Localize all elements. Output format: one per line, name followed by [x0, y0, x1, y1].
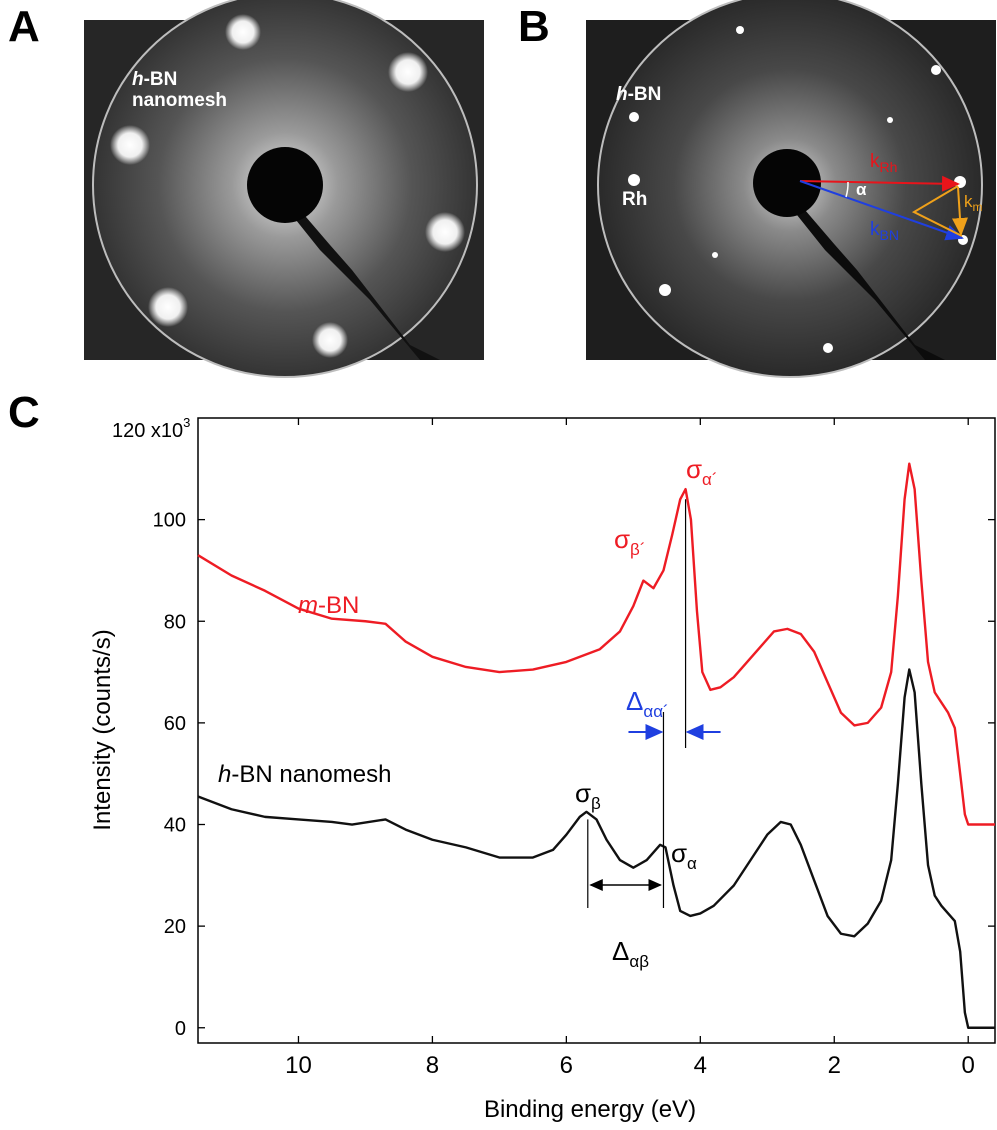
delta-alpha-beta-sub: αβ — [629, 952, 649, 971]
diffraction-spot — [887, 117, 893, 123]
panel-letter-a: A — [8, 2, 40, 51]
sigma-alpha-prime-main: σ — [686, 454, 702, 484]
k-m-main: k — [964, 192, 973, 211]
panel-a-label-line2: nanomesh — [132, 90, 227, 111]
y-multiplier-exp: 3 — [183, 415, 190, 430]
k-m-triangle — [911, 185, 963, 237]
series-line-m-bn — [197, 462, 995, 826]
leed-image-a: h-BN nanomesh — [84, 0, 484, 378]
k-m-label: km — [964, 192, 983, 214]
sigma-beta-prime-sub: β´ — [630, 540, 645, 559]
sigma-alpha-prime-label: σα´ — [686, 454, 718, 489]
sigma-beta-prime-main: σ — [614, 524, 630, 554]
k-m-arrow — [951, 186, 968, 236]
diffraction-spot — [110, 125, 150, 165]
y-tick-label: 20 — [164, 916, 186, 938]
panel-b-hbn-italic: h — [616, 84, 628, 105]
h-bn-italic: h — [218, 761, 231, 788]
delta-alpha-beta-label: Δαβ — [612, 936, 649, 971]
annotation-layer: σα´ σβ´ σβ σα Δαα´ Δαβ — [575, 454, 721, 971]
k-bn-main: k — [870, 219, 880, 240]
delta-alpha-alpha-prime-sub: αα´ — [643, 702, 668, 721]
panel-a-label-italic: h — [132, 69, 144, 90]
k-bn-sub: BN — [880, 227, 899, 243]
panel-letter-c: C — [8, 388, 40, 437]
m-bn-rest: -BN — [318, 592, 359, 619]
leed-image-b: kRh kBN km α h-BN Rh — [586, 0, 996, 378]
h-bn-rest: -BN nanomesh — [231, 761, 391, 788]
k-bn-label: kBN — [870, 219, 899, 243]
diffraction-spot — [312, 322, 348, 358]
electron-gun-shadow — [247, 147, 323, 223]
sigma-beta-label: σβ — [575, 778, 601, 813]
k-bn-arrow — [799, 180, 964, 241]
diffraction-spot — [931, 65, 941, 75]
panel-letter-b: B — [518, 2, 550, 51]
sigma-alpha-prime-sub: α´ — [702, 470, 718, 489]
y-multiplier-label: 120 x103 — [112, 415, 190, 442]
sigma-beta-sub: β — [591, 794, 601, 813]
diffraction-spot — [712, 252, 718, 258]
plot-frame — [197, 417, 996, 1044]
y-tick-label: 60 — [164, 713, 186, 735]
k-m-sub: m — [973, 200, 983, 214]
panel-b-hbn-label: h-BN — [616, 84, 661, 105]
x-axis: 10 8 6 4 2 0 — [285, 418, 975, 1079]
y-axis-label: Intensity (counts/s) — [89, 629, 116, 830]
panel-a-label-rest: -BN — [144, 69, 178, 90]
diffraction-spot — [148, 287, 188, 327]
delta-alpha-alpha-prime-main: Δ — [626, 686, 643, 716]
sigma-beta-prime-label: σβ´ — [614, 524, 646, 559]
diffraction-spot — [628, 174, 640, 186]
y-tick-label: 40 — [164, 815, 186, 837]
panel-b-rh-label: Rh — [622, 189, 647, 210]
series-line-h-bn — [197, 668, 995, 1029]
k-rh-main: k — [870, 151, 880, 172]
alpha-label: α — [856, 180, 867, 199]
k-rh-sub: Rh — [880, 159, 898, 175]
x-tick-label: 6 — [560, 1052, 573, 1079]
k-rh-arrow — [799, 175, 960, 192]
panel-a-label: h-BN — [132, 69, 177, 90]
diffraction-spot — [659, 284, 671, 296]
y-multiplier-text: 120 x10 — [112, 420, 183, 442]
alpha-arc — [845, 181, 849, 198]
h-bn-series-label: h-BN nanomesh — [218, 761, 391, 788]
panel-b-hbn-rest: -BN — [628, 84, 662, 105]
sigma-alpha-main: σ — [671, 838, 687, 868]
sigma-beta-main: σ — [575, 778, 591, 808]
diffraction-spot — [225, 14, 261, 50]
electron-gun-shadow — [753, 149, 821, 217]
x-tick-label: 10 — [285, 1052, 312, 1079]
diffraction-spot — [629, 112, 639, 122]
diffraction-spot — [736, 26, 744, 34]
y-tick-label: 100 — [153, 510, 186, 532]
sigma-alpha-sub: α — [687, 854, 697, 873]
x-axis-label: Binding energy (eV) — [484, 1096, 696, 1123]
x-tick-label: 8 — [426, 1052, 439, 1079]
sigma-alpha-label: σα — [671, 838, 697, 873]
y-axis: 0 20 40 60 80 100 — [153, 510, 995, 1040]
delta-alpha-alpha-prime-label: Δαα´ — [626, 686, 669, 721]
y-tick-label: 0 — [175, 1018, 186, 1040]
x-tick-label: 0 — [962, 1052, 975, 1079]
y-tick-label: 80 — [164, 611, 186, 633]
m-bn-italic: m — [298, 592, 318, 619]
diffraction-spot — [388, 52, 428, 92]
k-rh-label: kRh — [870, 151, 897, 175]
m-bn-series-label: m-BN — [298, 592, 359, 619]
x-tick-label: 4 — [694, 1052, 707, 1079]
diffraction-spot — [425, 212, 465, 252]
delta-alpha-beta-main: Δ — [612, 936, 629, 966]
x-tick-label: 2 — [828, 1052, 841, 1079]
diffraction-spot — [823, 343, 833, 353]
series-layer — [197, 462, 995, 1029]
